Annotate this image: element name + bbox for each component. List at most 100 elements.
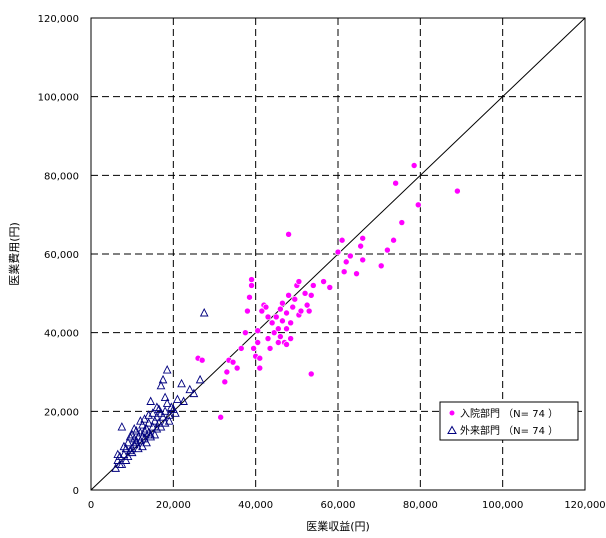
data-point-inpatient xyxy=(198,356,206,364)
y-axis-label: 医業費用(円) xyxy=(7,222,21,286)
y-tick-label: 100,000 xyxy=(38,93,79,104)
data-point-outpatient xyxy=(158,374,168,384)
data-point-inpatient xyxy=(326,284,334,291)
data-point-outpatient xyxy=(144,418,153,427)
data-point-inpatient xyxy=(262,303,270,311)
data-point-outpatient xyxy=(131,435,141,445)
data-point-outpatient xyxy=(119,441,129,451)
series-outpatient xyxy=(111,308,209,472)
data-point-inpatient xyxy=(303,301,311,309)
data-point-inpatient xyxy=(250,345,257,352)
data-point-inpatient xyxy=(347,252,354,260)
data-point-outpatient xyxy=(146,429,156,439)
data-point-outpatient xyxy=(171,408,180,417)
data-point-outpatient xyxy=(162,398,172,407)
data-point-inpatient xyxy=(279,317,286,325)
data-point-inpatient xyxy=(384,246,391,254)
data-point-outpatient xyxy=(156,380,166,390)
data-point-inpatient xyxy=(283,325,290,333)
data-point-inpatient xyxy=(307,291,315,299)
data-point-inpatient xyxy=(297,307,305,315)
data-point-inpatient xyxy=(277,333,284,340)
data-point-inpatient xyxy=(307,370,315,378)
data-point-outpatient xyxy=(179,396,188,405)
legend-outpatient-marker xyxy=(447,425,457,434)
data-point-outpatient xyxy=(136,416,145,425)
data-point-inpatient xyxy=(285,231,292,238)
x-tick-label: 120,000 xyxy=(564,500,605,511)
data-point-inpatient xyxy=(287,335,294,342)
data-point-inpatient xyxy=(309,282,317,289)
x-tick-label: 40,000 xyxy=(238,500,273,511)
data-point-inpatient xyxy=(277,305,284,313)
y-tick-label: 60,000 xyxy=(44,250,79,261)
data-point-outpatient xyxy=(164,416,174,425)
data-point-outpatient xyxy=(125,445,135,455)
data-point-outpatient xyxy=(152,402,162,411)
data-point-inpatient xyxy=(264,335,272,342)
data-point-outpatient xyxy=(152,412,162,421)
data-point-outpatient xyxy=(138,431,147,441)
data-point-inpatient xyxy=(301,290,309,297)
data-point-inpatient xyxy=(454,187,461,195)
data-point-outpatient xyxy=(199,308,209,317)
data-point-inpatient xyxy=(246,293,253,301)
gridlines xyxy=(91,18,585,490)
x-tick-label: 20,000 xyxy=(156,500,191,511)
data-point-inpatient xyxy=(283,309,290,317)
data-point-inpatient xyxy=(279,299,286,307)
data-point-inpatient xyxy=(270,329,278,336)
data-point-outpatient xyxy=(150,429,160,439)
y-tick-label: 80,000 xyxy=(44,171,79,182)
legend-inpatient-marker xyxy=(449,410,455,416)
data-point-inpatient xyxy=(229,358,237,366)
legend-outpatient-label: 外来部門 （N= 74 ） xyxy=(460,424,558,437)
data-point-outpatient xyxy=(121,443,131,453)
data-point-inpatient xyxy=(353,270,360,277)
data-point-inpatient xyxy=(272,313,280,321)
series-inpatient xyxy=(194,162,461,421)
data-point-inpatient xyxy=(242,329,249,336)
data-point-outpatient xyxy=(129,424,139,433)
plot-area-frame xyxy=(90,17,586,491)
data-point-inpatient xyxy=(342,258,350,266)
data-point-outpatient xyxy=(125,431,135,441)
data-point-inpatient xyxy=(291,295,299,303)
data-point-outpatient xyxy=(140,426,149,435)
data-point-inpatient xyxy=(357,242,364,250)
x-tick-label: 60,000 xyxy=(321,500,356,511)
data-point-inpatient xyxy=(287,319,294,327)
data-point-outpatient xyxy=(131,426,141,435)
data-point-inpatient xyxy=(334,248,342,256)
data-point-outpatient xyxy=(144,410,153,419)
data-point-inpatient xyxy=(248,276,255,283)
data-point-outpatient xyxy=(156,408,166,417)
data-point-inpatient xyxy=(320,278,327,285)
data-point-inpatient xyxy=(359,256,367,264)
data-point-inpatient xyxy=(392,179,399,187)
data-point-outpatient xyxy=(127,443,137,453)
data-point-inpatient xyxy=(256,354,264,362)
data-point-inpatient xyxy=(398,219,406,226)
x-tick-label: 0 xyxy=(88,500,94,511)
legend-inpatient-label: 入院部門 （N= 74 ） xyxy=(460,407,558,420)
data-point-outpatient xyxy=(195,374,205,384)
data-point-inpatient xyxy=(295,278,303,285)
y-tick-label: 20,000 xyxy=(44,407,79,418)
data-point-inpatient xyxy=(289,303,297,311)
data-point-inpatient xyxy=(305,307,313,315)
data-point-outpatient xyxy=(121,455,131,464)
data-point-outpatient xyxy=(185,384,195,394)
x-tick-label: 80,000 xyxy=(403,500,438,511)
data-point-outpatient xyxy=(189,388,199,398)
data-point-inpatient xyxy=(237,345,245,352)
y-tick-label: 40,000 xyxy=(44,329,79,340)
x-axis-label: 医業収益(円) xyxy=(306,519,370,533)
data-point-inpatient xyxy=(256,364,264,372)
data-point-inpatient xyxy=(275,325,282,333)
data-point-inpatient xyxy=(221,378,229,386)
x-tick-label: 100,000 xyxy=(482,500,523,511)
data-point-inpatient xyxy=(268,319,276,327)
data-point-outpatient xyxy=(160,406,170,415)
